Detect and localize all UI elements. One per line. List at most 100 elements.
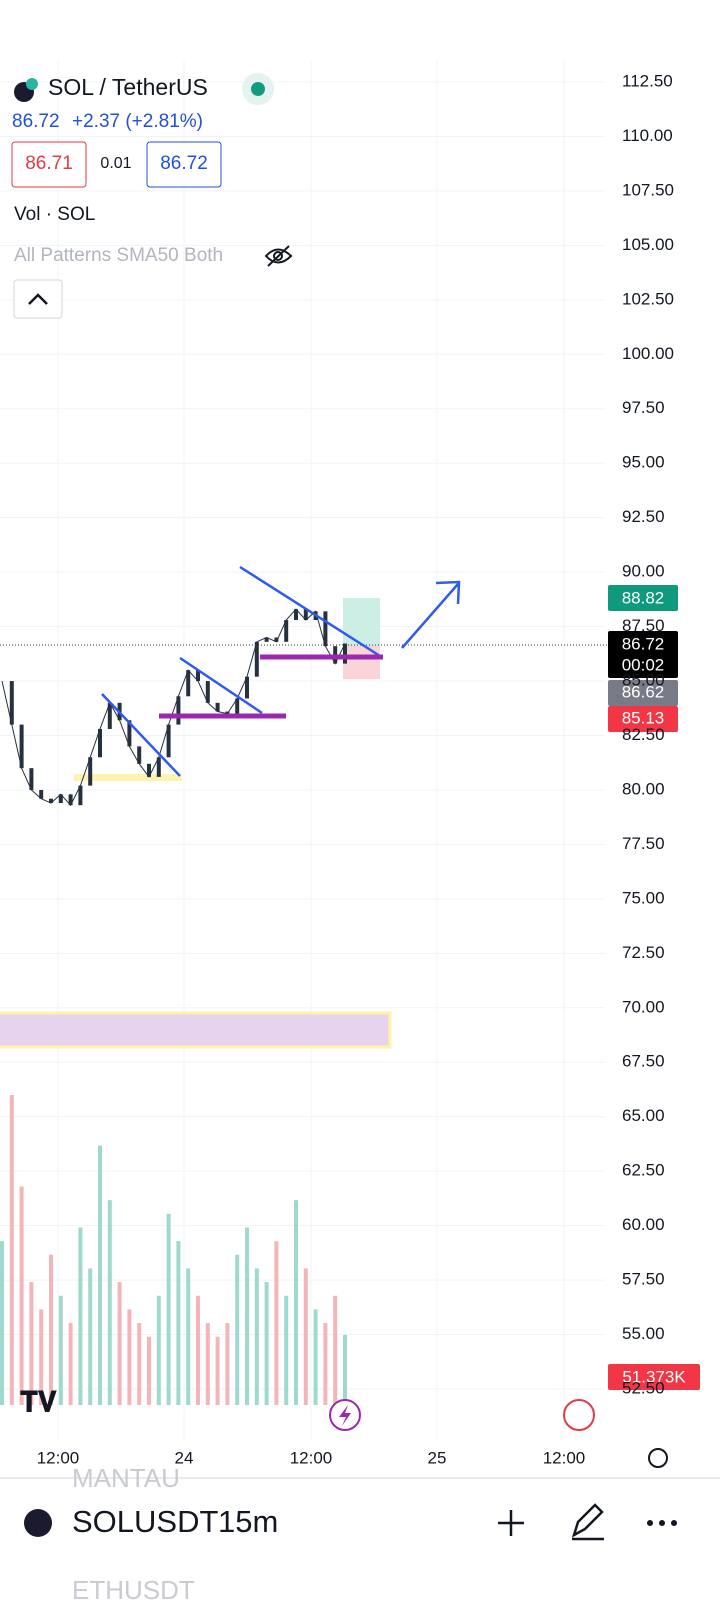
profit-zone xyxy=(343,598,380,646)
x-tick-label: 12:00 xyxy=(543,1448,586,1467)
volume-bar xyxy=(333,1295,338,1405)
volume-bar xyxy=(58,1295,63,1405)
y-tick-label: 67.50 xyxy=(622,1052,665,1071)
candle xyxy=(245,676,249,699)
volume-bar xyxy=(284,1295,289,1405)
y-tick-label: 65.00 xyxy=(622,1106,665,1125)
drawings xyxy=(101,565,461,777)
volume-bar xyxy=(127,1309,132,1405)
y-tick-label: 82.50 xyxy=(622,725,665,744)
countdown: 00:02 xyxy=(622,655,665,674)
y-tick-label: 55.00 xyxy=(622,1324,665,1343)
y-tick-label: 57.50 xyxy=(622,1270,665,1289)
volume-bar xyxy=(294,1200,298,1405)
spread: 0.01 xyxy=(100,155,131,172)
candle xyxy=(156,757,161,777)
patterns-indicator: All Patterns SMA50 Both xyxy=(14,245,223,266)
volume-bar xyxy=(147,1336,151,1405)
y-tick-label: 105.00 xyxy=(622,235,674,254)
candle xyxy=(68,794,73,806)
draw-button[interactable] xyxy=(571,1503,604,1541)
candle xyxy=(196,670,200,682)
y-tick-label: 112.50 xyxy=(622,71,673,90)
x-tick-label: 12:00 xyxy=(290,1448,333,1467)
y-tick-label: 52.50 xyxy=(622,1378,665,1397)
current-badge: 86.72 xyxy=(622,634,665,653)
candle xyxy=(78,785,83,806)
symbol-icon xyxy=(24,1509,52,1537)
interval[interactable]: 15m xyxy=(218,1504,278,1539)
candle xyxy=(88,757,93,786)
y-tick-label: 100.00 xyxy=(622,344,674,363)
logo: 𝐓𝐕 xyxy=(20,1386,57,1417)
volume-bar xyxy=(49,1254,53,1405)
volume-bar xyxy=(117,1282,122,1405)
volume-bar xyxy=(68,1323,73,1405)
y-tick-label: 70.00 xyxy=(622,997,665,1016)
volume-bar xyxy=(176,1241,181,1405)
volume-bar xyxy=(323,1323,328,1405)
candle xyxy=(127,720,132,747)
ask: 86.72 xyxy=(160,153,208,174)
collapse-button[interactable] xyxy=(13,279,63,319)
y-tick-label: 90.00 xyxy=(622,562,665,581)
y-tick-label: 77.50 xyxy=(622,834,665,853)
candle xyxy=(29,768,34,790)
symbol: SOL / TetherUS xyxy=(48,74,208,100)
volume-bar xyxy=(186,1268,191,1405)
bid: 86.71 xyxy=(25,153,73,174)
x-tick-label: 24 xyxy=(175,1448,194,1467)
candle xyxy=(186,670,191,697)
volume-bar xyxy=(254,1268,259,1405)
levels xyxy=(159,654,383,719)
volume-bar xyxy=(313,1309,318,1405)
volume-bar xyxy=(166,1213,171,1405)
bottom-symbol[interactable]: SOLUSDT xyxy=(72,1504,218,1539)
y-tick-label: 80.00 xyxy=(622,779,665,798)
y-tick-label: 95.00 xyxy=(622,453,665,472)
volume-bar xyxy=(264,1282,269,1405)
buy-button[interactable] xyxy=(146,141,222,188)
y-tick-label: 107.50 xyxy=(622,180,674,199)
candle xyxy=(19,724,24,769)
region-icon[interactable] xyxy=(563,1399,595,1431)
prev-symbol: MANTAU xyxy=(72,1463,180,1493)
volume-bar xyxy=(39,1309,44,1405)
hide-icon[interactable] xyxy=(264,245,293,267)
volume-bar xyxy=(196,1295,200,1405)
volume-bar xyxy=(225,1323,230,1405)
volume-badge: 51.373K xyxy=(622,1367,686,1386)
x-tick-label: 25 xyxy=(428,1448,447,1467)
candle xyxy=(137,746,142,764)
volume-bar xyxy=(0,1241,4,1405)
volume-bar xyxy=(9,1095,14,1405)
volume-bar xyxy=(274,1241,279,1405)
volume-bar xyxy=(137,1323,142,1405)
volume-bar xyxy=(235,1254,240,1405)
zone xyxy=(74,774,182,781)
target-badge: 88.82 xyxy=(622,588,665,607)
y-tick-label: 97.50 xyxy=(622,398,665,417)
more-button[interactable] xyxy=(647,1520,677,1526)
y-tick-label: 110.00 xyxy=(622,126,673,145)
next-symbol: ETHUSDT xyxy=(72,1575,195,1600)
settings-icon[interactable] xyxy=(648,1448,668,1468)
volume-bar xyxy=(19,1186,24,1405)
candle xyxy=(39,789,44,799)
candle xyxy=(274,637,279,642)
zone xyxy=(0,1011,392,1049)
volume-bar xyxy=(29,1282,34,1405)
last-price: 86.72 xyxy=(12,111,60,132)
candle xyxy=(343,643,347,664)
y-tick-label: 72.50 xyxy=(622,943,665,962)
x-tick-label: 12:00 xyxy=(37,1448,80,1467)
volume-bar xyxy=(88,1268,93,1405)
volume-bar xyxy=(107,1200,112,1405)
candle xyxy=(9,681,14,725)
candle xyxy=(49,798,53,804)
sell-button[interactable] xyxy=(11,141,87,188)
price-line xyxy=(1,608,346,807)
volume-bar xyxy=(303,1268,308,1405)
volume-bar xyxy=(156,1295,161,1405)
volume-bar xyxy=(343,1334,347,1405)
